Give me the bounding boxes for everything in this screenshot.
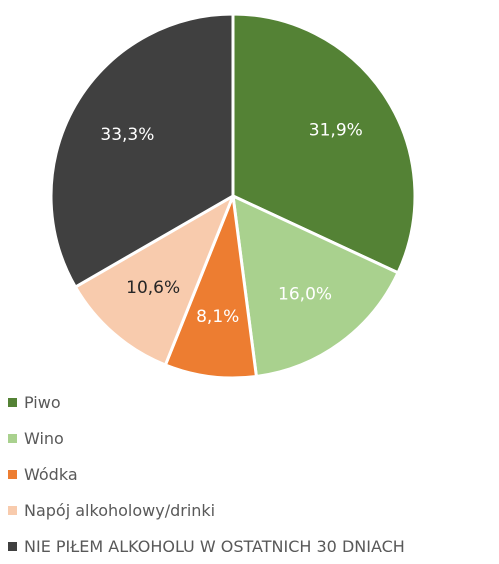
legend-label: Wódka [24,464,78,484]
legend-item: NIE PIŁEM ALKOHOLU W OSTATNICH 30 DNIACH [8,528,405,564]
pie-slice-1 [231,194,400,378]
slice-data-label: 33,3% [100,125,154,145]
legend-swatch [8,397,17,407]
pie-slices [49,12,417,380]
chart-legend: Piwo Wino Wódka Napój alkoholowy/drinki NIE … [8,384,405,564]
slice-data-label: 16,0% [278,284,332,304]
legend-swatch [8,505,17,515]
legend-item: Piwo [8,384,405,420]
pie-data-labels: 31,9% 16,0% 8,1% 10,6% 33,3% [100,120,362,327]
legend-label: Piwo [24,392,61,412]
legend-item: Wino [8,420,405,456]
pie-slice-3 [73,194,235,367]
pie-slice-2 [163,194,258,380]
legend-label: Napój alkoholowy/drinki [24,500,216,520]
legend-label: Wino [24,428,64,448]
legend-swatch [8,541,17,551]
pie-slice-0 [231,12,417,275]
legend-label: NIE PIŁEM ALKOHOLU W OSTATNICH 30 DNIACH [24,536,405,556]
legend-swatch [8,469,17,479]
pie-slice-4 [49,12,235,289]
legend-swatch [8,433,17,443]
slice-data-label: 10,6% [126,278,180,298]
slice-data-label: 31,9% [309,120,363,140]
slice-data-label: 8,1% [196,307,239,327]
pie-chart: 31,9% 16,0% 8,1% 10,6% 33,3% [49,12,417,380]
legend-item: Napój alkoholowy/drinki [8,492,405,528]
legend-item: Wódka [8,456,405,492]
